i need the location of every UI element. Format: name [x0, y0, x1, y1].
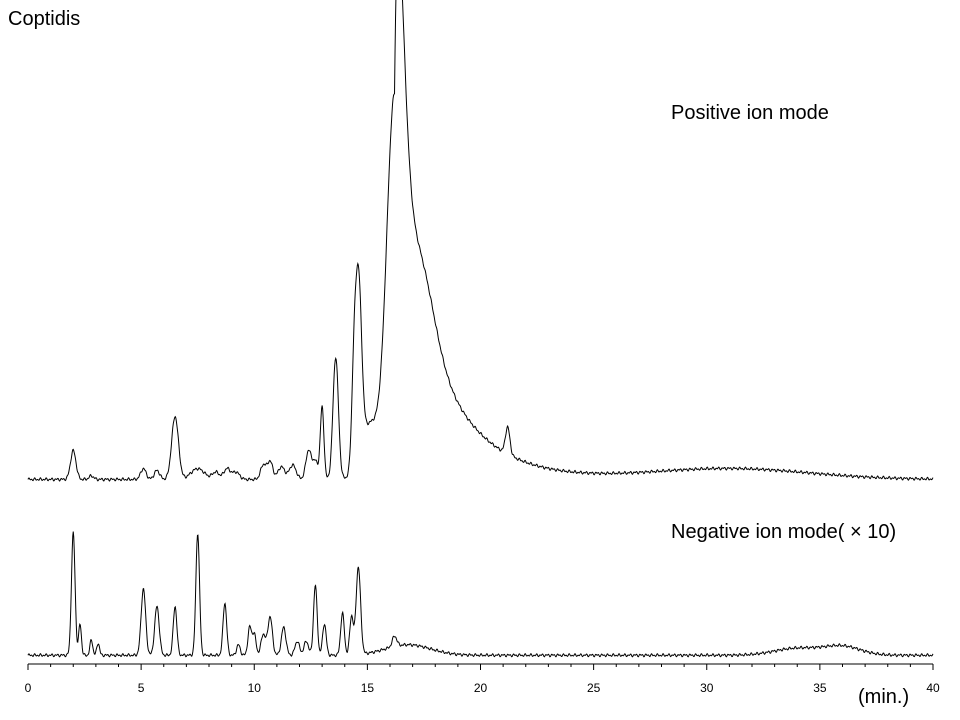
x-tick-label: 0: [25, 681, 32, 695]
x-tick-label: 20: [474, 681, 488, 695]
x-tick-label: 15: [361, 681, 375, 695]
x-axis-unit-label: (min.): [858, 686, 910, 708]
x-tick-label: 40: [926, 681, 940, 695]
x-tick-label: 30: [700, 681, 714, 695]
chart-title: Coptidis: [8, 8, 81, 30]
trace-group: [27, 0, 934, 658]
x-tick-label: 35: [813, 681, 827, 695]
negative-ion-trace: [27, 531, 934, 658]
x-axis: 0 5 10 15 20 25 30 35 40: [25, 663, 940, 695]
positive-ion-trace: [27, 0, 934, 482]
negative-ion-mode-label: Negative ion mode( × 10): [671, 521, 897, 543]
x-tick-label: 5: [138, 681, 145, 695]
x-tick-label: 10: [248, 681, 262, 695]
x-tick-label: 25: [587, 681, 601, 695]
positive-ion-mode-label: Positive ion mode: [671, 102, 829, 124]
